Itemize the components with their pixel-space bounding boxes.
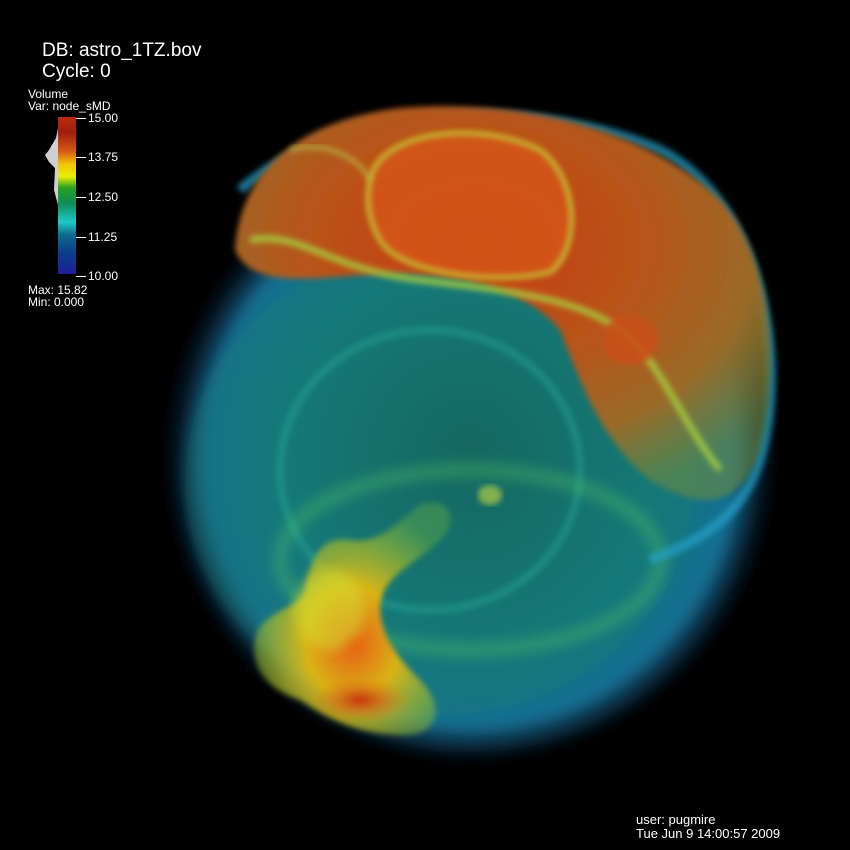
cycle-label: Cycle: 0: [42, 61, 111, 82]
legend-tick: 15.00: [75, 111, 119, 125]
legend-tick: 12.50: [75, 190, 119, 204]
legend-variable: Var: node_sMD: [28, 99, 111, 113]
legend-plot-type: Volume: [28, 87, 69, 101]
legend-histogram: [45, 128, 58, 205]
user-info: user: pugmire: [636, 812, 716, 827]
legend-min: Min: 0.000: [28, 295, 85, 309]
legend-tick: 13.75: [75, 150, 119, 164]
legend-tick: 11.25: [75, 230, 118, 244]
timestamp: Tue Jun 9 14:00:57 2009: [636, 826, 781, 841]
legend-max: Max: 15.82: [28, 283, 88, 297]
legend-color-bar: [58, 117, 76, 274]
legend-tick: 10.00: [75, 269, 119, 283]
database-name: DB: astro_1TZ.bov: [42, 40, 202, 61]
